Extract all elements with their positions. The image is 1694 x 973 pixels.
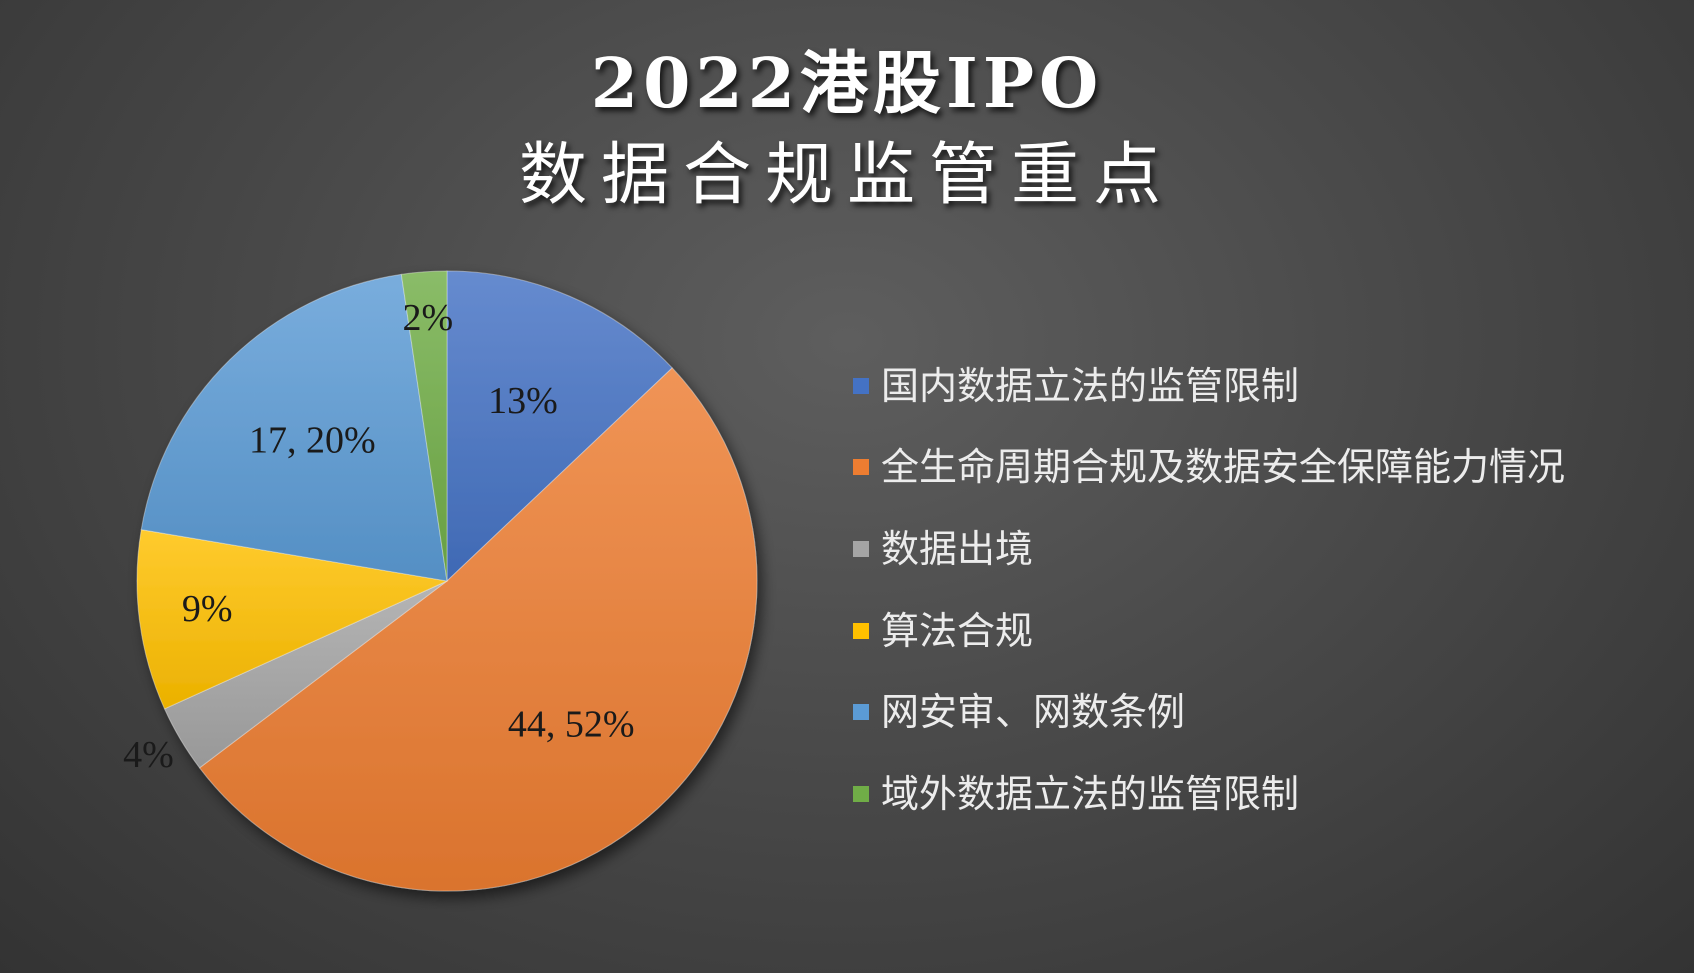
pie-data-label: 2%	[402, 297, 453, 339]
legend-swatch	[853, 459, 869, 476]
chart-subtitle: 数据合规监管重点	[518, 136, 1175, 215]
pie-data-label: 13%	[488, 380, 558, 422]
chart-legend: 国内数据立法的监管限制全生命周期合规及数据安全保障能力情况 数据出境算法合规网安审…	[853, 345, 1565, 835]
legend-swatch	[853, 622, 869, 639]
legend-label: 算法合规	[881, 608, 1034, 653]
legend-item: 网安审、网数条例	[853, 671, 1565, 753]
pie-slice	[198, 367, 758, 892]
pie-slices	[136, 270, 758, 892]
legend-label: 数据出境	[881, 526, 1034, 571]
legend-item: 域外数据立法的监管限制	[853, 753, 1565, 835]
pie-slice	[446, 270, 673, 583]
legend-label: 全生命周期合规及数据安全保障能力情况	[881, 445, 1566, 490]
legend-label: 网安审、网数条例	[881, 690, 1186, 735]
legend-item: 算法合规	[853, 590, 1565, 672]
legend-item: 全生命周期合规及数据安全保障能力情况	[853, 427, 1565, 509]
chart-title: 2022港股IPO	[590, 44, 1104, 124]
legend-swatch	[853, 540, 869, 557]
legend-item: 国内数据立法的监管限制	[853, 345, 1565, 427]
legend-label: 域外数据立法的监管限制	[881, 771, 1300, 816]
legend-swatch	[853, 704, 869, 721]
pie-data-labels: 13% 44, 52% 4% 9% 17, 20% 2%	[123, 297, 634, 776]
legend-swatch	[853, 785, 869, 802]
pie-data-label: 4%	[123, 734, 174, 776]
pie-data-label: 9%	[182, 588, 233, 630]
pie-data-label: 17, 20%	[249, 420, 376, 462]
legend-label: 国内数据立法的监管限制	[881, 363, 1300, 408]
pie-slice	[400, 270, 448, 582]
pie-slice	[136, 529, 449, 710]
chart-title-block: 2022港股IPO 数据合规监管重点	[0, 38, 1694, 222]
pie-slice	[140, 273, 448, 582]
legend-swatch	[853, 377, 869, 394]
pie-data-label: 44, 52%	[508, 703, 635, 745]
legend-item: 数据出境	[853, 508, 1565, 590]
